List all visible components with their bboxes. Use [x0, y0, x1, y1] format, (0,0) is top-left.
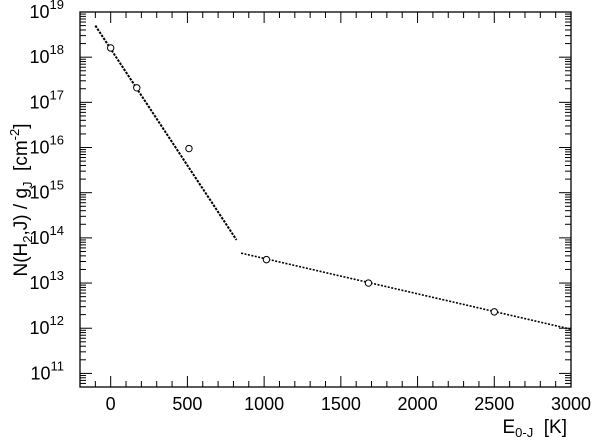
data-point [262, 255, 271, 264]
x-tick-labels: 0 500 1000 1500 2000 2500 3000 [106, 394, 591, 414]
x-tick-label: 500 [172, 394, 202, 414]
data-points [106, 44, 498, 316]
x-tick-label: 2000 [398, 394, 438, 414]
x-tick-label: 2500 [474, 394, 514, 414]
x-tick-label: 1500 [321, 394, 361, 414]
data-point [364, 279, 373, 287]
x-tick-label: 3000 [551, 394, 591, 414]
data-point [490, 308, 498, 316]
x-axis-title: E0-J [K] [502, 417, 567, 440]
x-tick-label: 1000 [244, 394, 284, 414]
y-tick-label: 1017 [30, 87, 65, 112]
y-tick-label: 1011 [30, 358, 64, 383]
y-tick-label: 1018 [30, 42, 65, 67]
y-tick-label: 1012 [30, 313, 65, 338]
y-tick-label: 1013 [30, 268, 65, 293]
data-point [133, 84, 141, 92]
plot-frame [79, 11, 572, 388]
y-tick-label: 1019 [30, 0, 65, 22]
fit-lines [94, 25, 572, 331]
data-point [106, 44, 115, 52]
y-tick-label: 1016 [30, 133, 65, 158]
data-point [185, 144, 193, 153]
fit-line [240, 252, 572, 331]
x-tick-label: 0 [106, 394, 116, 414]
major-ticks [80, 11, 572, 387]
y-tick-label: 1015 [30, 178, 65, 203]
minor-ticks [80, 12, 571, 388]
y-axis-title: N(H2,J) / gJ [cm-2] [7, 123, 35, 276]
fit-line [94, 25, 238, 241]
y-tick-labels: 1011 1012 1013 1014 1015 1016 1017 1018 1019 [30, 0, 65, 383]
y-tick-label: 1014 [30, 223, 65, 248]
